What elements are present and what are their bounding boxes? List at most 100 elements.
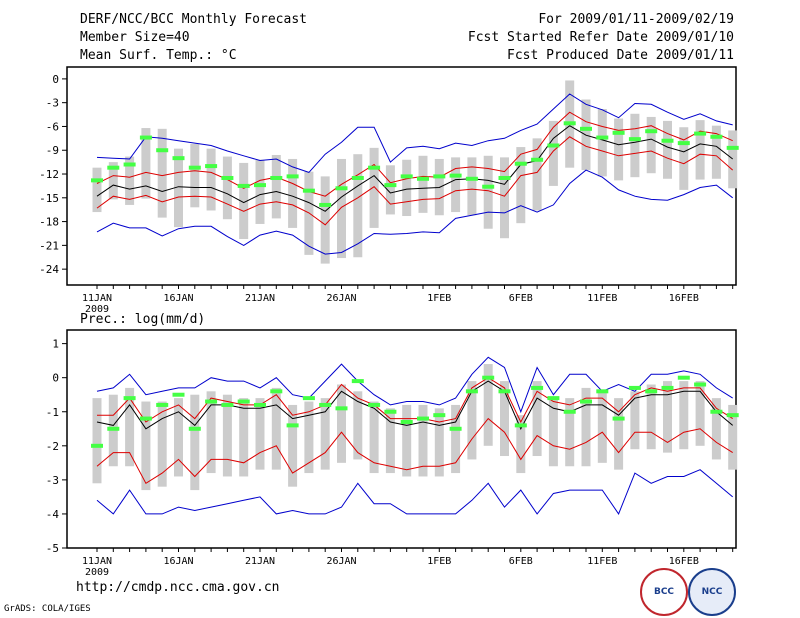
spread-box [418, 404, 428, 477]
lower-line [96, 417, 733, 485]
spread-box [239, 162, 249, 240]
spread-box [614, 118, 624, 181]
spread-box [369, 401, 379, 474]
spread-box [304, 401, 314, 474]
median-marker [123, 162, 136, 167]
spread-box [500, 381, 509, 457]
x-tick-label: 6FEB [509, 293, 533, 304]
ncc-logo-icon: NCC [688, 568, 736, 616]
median-marker [139, 416, 152, 421]
spread-box [206, 391, 216, 474]
spread-box [646, 384, 656, 450]
median-marker [384, 409, 397, 414]
spread-box [646, 116, 656, 174]
median-marker [547, 143, 560, 148]
median-marker [254, 402, 266, 407]
x-tick-label: 26JAN [326, 293, 356, 304]
median-marker [107, 426, 120, 431]
median-marker [335, 186, 348, 191]
spread-box [532, 381, 542, 457]
median-marker [286, 423, 299, 428]
spread-box [369, 147, 379, 228]
median-marker [139, 135, 152, 140]
median-marker [319, 202, 332, 207]
x-tick-label: 1FEB [427, 293, 451, 304]
y-tick-label: -5 [46, 542, 59, 555]
spread-box [353, 154, 363, 258]
median-marker [726, 145, 739, 150]
spread-box [695, 120, 705, 180]
spread-box [695, 381, 705, 446]
median-marker [335, 406, 348, 411]
source-url[interactable]: http://cmdp.ncc.cma.gov.cn [76, 580, 280, 595]
median-marker [580, 126, 592, 131]
variable-label: Mean Surf. Temp.: °C [80, 48, 237, 63]
spread-box [483, 364, 493, 446]
y-tick-label: -24 [39, 263, 59, 276]
spread-box [467, 381, 477, 460]
median-marker [400, 174, 413, 179]
spread-box [402, 404, 412, 477]
member-size-label: Member Size=40 [80, 30, 190, 45]
median-marker [547, 396, 560, 401]
max-line [96, 93, 733, 173]
median-marker [645, 389, 658, 394]
median-marker [563, 409, 576, 414]
x-tick-label: 11JAN [82, 293, 112, 304]
x-tick-label: 16JAN [163, 556, 193, 567]
median-marker [172, 156, 185, 161]
median-marker [612, 416, 625, 421]
median-marker [123, 396, 136, 401]
median-marker [694, 131, 707, 136]
y-tick-label: -4 [46, 508, 60, 521]
median-marker [449, 173, 462, 178]
y-tick-label: 1 [52, 338, 59, 351]
x-tick-label: 21JAN [245, 556, 275, 567]
median-marker [368, 165, 381, 170]
spread-box [728, 130, 738, 189]
median-marker [351, 379, 364, 384]
spread-box [288, 404, 298, 487]
spread-box [255, 159, 265, 224]
forecast-start-date: Fcst Started Refer Date 2009/01/10 [467, 30, 734, 45]
spread-box [728, 404, 738, 470]
spread-box [597, 109, 607, 177]
bcc-logo-text: BCC [653, 587, 675, 597]
median-marker [237, 183, 250, 188]
median-marker [156, 148, 169, 153]
min-line [96, 469, 734, 515]
spread-box [532, 138, 542, 211]
spread-box [320, 398, 330, 470]
spread-box [663, 381, 672, 453]
median-marker [563, 121, 576, 126]
median-marker [368, 402, 381, 407]
forecast-period: For 2009/01/11-2009/02/19 [538, 12, 734, 27]
spread-box [630, 391, 640, 450]
median-marker [498, 175, 511, 180]
y-tick-label: 0 [52, 73, 59, 86]
median-marker [498, 389, 511, 394]
min-line [96, 169, 734, 255]
spread-box [337, 158, 346, 259]
x-tick-label: 16FEB [669, 556, 699, 567]
median-marker [465, 389, 478, 394]
median-marker [156, 402, 169, 407]
y-tick-label: -9 [46, 144, 59, 157]
spread-box [174, 148, 183, 228]
y-tick-label: -3 [46, 97, 59, 110]
lower-line [96, 136, 734, 226]
median-marker [710, 409, 723, 414]
spread-box [565, 398, 575, 467]
y-tick-label: -18 [39, 216, 59, 229]
x-tick-label: 26JAN [326, 556, 356, 567]
median-marker [514, 423, 527, 428]
spread-box [206, 148, 216, 211]
bcc-logo-icon: BCC [640, 568, 688, 616]
spread-box [467, 157, 477, 216]
spread-box [548, 120, 558, 186]
median-marker [449, 426, 462, 431]
upper-line [96, 111, 733, 197]
median-marker [237, 399, 250, 404]
spread-box [516, 415, 526, 474]
